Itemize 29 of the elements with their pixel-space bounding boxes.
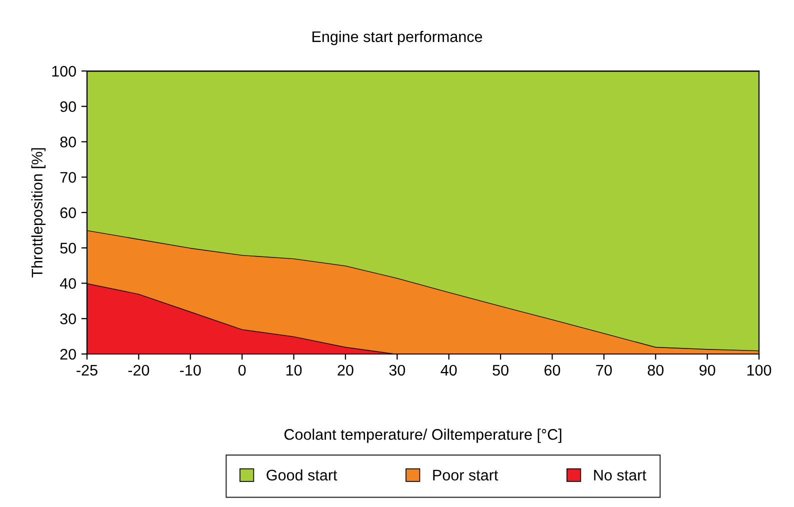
legend-label: No start: [594, 470, 646, 481]
y-tick-label: 40: [60, 278, 76, 289]
legend-label: Poor start: [433, 470, 498, 481]
x-tick-label: 70: [596, 364, 612, 376]
chart-title: Engine start performance: [312, 30, 482, 46]
y-tick-label: 90: [60, 101, 76, 112]
x-tick-label: 100: [747, 364, 772, 376]
x-tick-label: 80: [648, 364, 664, 376]
x-axis-title: Coolant temperature/ Oiltemperature [°C]: [284, 428, 562, 443]
y-tick-label: 50: [60, 242, 76, 254]
x-tick-label: -20: [128, 364, 150, 376]
legend-label: Good start: [266, 469, 338, 481]
x-tick-label: 0: [238, 364, 246, 376]
y-tick-label: 30: [60, 313, 76, 324]
y-axis-title: Throttleposition [%]: [31, 148, 46, 278]
x-tick-label: 20: [338, 364, 354, 376]
x-tick-label: 50: [492, 364, 508, 376]
y-tick-label: 80: [60, 136, 76, 148]
x-tick-label: -10: [180, 364, 201, 376]
x-tick-label: 90: [700, 364, 716, 376]
x-tick-label: -25: [76, 364, 98, 376]
x-tick-label: 10: [286, 364, 302, 376]
y-tick-label: 100: [52, 66, 76, 77]
y-tick-label: 70: [60, 172, 76, 183]
y-tick-label: 60: [60, 207, 76, 218]
y-tick-label: 20: [60, 348, 76, 360]
x-tick-label: 40: [440, 364, 457, 376]
x-tick-label: 60: [544, 364, 560, 376]
x-tick-label: 30: [389, 364, 406, 376]
